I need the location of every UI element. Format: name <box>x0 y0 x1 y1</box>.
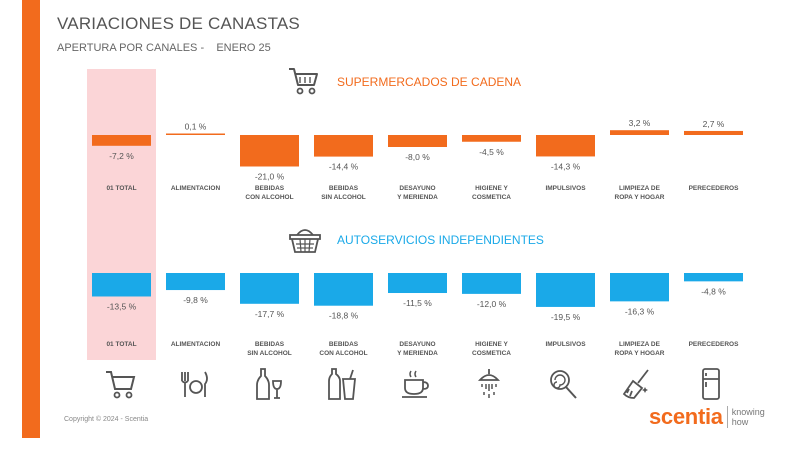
category-label-bebidas-sin-alcohol: SIN ALCOHOL <box>247 350 292 357</box>
category-label-bebidas-sin-alcohol: SIN ALCOHOL <box>321 194 366 201</box>
category-label-higiene-y-cosmetica: COSMETICA <box>472 350 511 357</box>
bar-autoservicios-higiene-y-cosmetica <box>462 273 521 294</box>
category-label-higiene-y-cosmetica: HIGIENE Y <box>475 341 508 348</box>
bar-supermercados-bebidas-sin-alcohol <box>314 135 373 157</box>
bar-autoservicios-01-total <box>92 273 151 297</box>
category-label-limpieza-de-ropa-y-hogar: LIMPIEZA DE <box>619 341 661 348</box>
copyright-text: Copyright © 2024 - Scentia <box>64 416 149 423</box>
bar-autoservicios-alimentacion <box>166 273 225 291</box>
left-accent-bar <box>22 0 40 438</box>
category-label-higiene-y-cosmetica: COSMETICA <box>472 194 511 201</box>
data-label-higiene-y-cosmetica: -4,5 % <box>479 147 504 157</box>
bar-supermercados-perecederos <box>684 130 743 135</box>
category-label-perecederos: PERECEDEROS <box>689 185 740 192</box>
supermercados-section-title: SUPERMERCADOS DE CADENA <box>337 75 522 89</box>
data-label-bebidas-con-alcohol: -18,8 % <box>329 311 359 321</box>
shopping-cart-icon <box>289 68 318 95</box>
bottle-glass-icon <box>256 368 282 400</box>
bar-supermercados-bebidas-con-alcohol <box>240 135 299 167</box>
fridge-icon <box>702 368 720 400</box>
data-label-perecederos: 2,7 % <box>703 119 725 129</box>
data-label-01-total: -13,5 % <box>107 301 137 311</box>
cart-icon <box>106 371 136 399</box>
data-label-limpieza-de-ropa-y-hogar: -16,3 % <box>625 306 655 316</box>
category-label-limpieza-de-ropa-y-hogar: ROPA Y HOGAR <box>615 194 665 201</box>
bar-supermercados-desayuno-y-merienda <box>388 135 447 147</box>
basket-icon <box>289 229 321 253</box>
data-label-limpieza-de-ropa-y-hogar: 3,2 % <box>629 118 651 128</box>
category-label-limpieza-de-ropa-y-hogar: ROPA Y HOGAR <box>615 350 665 357</box>
category-label-impulsivos: IMPULSIVOS <box>545 341 586 348</box>
data-label-desayuno-y-merienda: -11,5 % <box>403 298 432 308</box>
data-label-impulsivos: -14,3 % <box>551 161 581 171</box>
category-label-bebidas-sin-alcohol: BEBIDAS <box>329 185 359 192</box>
bar-supermercados-alimentacion <box>166 133 225 135</box>
bar-supermercados-01-total <box>92 135 151 146</box>
category-label-higiene-y-cosmetica: HIGIENE Y <box>475 185 508 192</box>
category-label-alimentacion: ALIMENTACION <box>171 341 221 348</box>
logo-tagline: knowing how <box>731 407 765 427</box>
broom-icon <box>622 369 649 399</box>
page-subtitle: APERTURA POR CANALES - ENERO 25 <box>57 42 271 54</box>
category-label-bebidas-sin-alcohol: BEBIDAS <box>255 341 285 348</box>
bar-supermercados-limpieza-de-ropa-y-hogar <box>610 130 669 135</box>
category-label-impulsivos: IMPULSIVOS <box>545 185 586 192</box>
bar-supermercados-impulsivos <box>536 135 595 157</box>
page-title: VARIACIONES DE CANASTAS <box>57 14 300 33</box>
total-column-highlight <box>87 69 156 360</box>
logo-wordmark: scentia <box>649 404 723 429</box>
data-label-alimentacion: -9,8 % <box>183 295 208 305</box>
category-label-desayuno-y-merienda: Y MERIENDA <box>397 350 438 357</box>
bar-autoservicios-impulsivos <box>536 273 595 307</box>
data-label-bebidas-sin-alcohol: -14,4 % <box>329 162 359 172</box>
bar-autoservicios-desayuno-y-merienda <box>388 273 447 294</box>
data-label-bebidas-sin-alcohol: -17,7 % <box>255 309 285 319</box>
data-label-perecederos: -4,8 % <box>701 286 726 296</box>
category-label-desayuno-y-merienda: DESAYUNO <box>399 185 435 192</box>
cutlery-icon <box>181 371 208 397</box>
coffee-cup-icon <box>402 370 429 398</box>
bar-autoservicios-perecederos <box>684 273 743 282</box>
bar-charts: -7,2 % 01 TOTAL 0,1 % ALIMENTACION -21,0 % BE… <box>92 118 743 357</box>
autoservicios-section-title: AUTOSERVICIOS INDEPENDIENTES <box>337 233 544 247</box>
category-label-bebidas-con-alcohol: BEBIDAS <box>329 341 359 348</box>
data-label-higiene-y-cosmetica: -12,0 % <box>477 299 507 309</box>
category-label-bebidas-con-alcohol: BEBIDAS <box>255 185 285 192</box>
category-label-01-total: 01 TOTAL <box>106 341 136 348</box>
bar-autoservicios-limpieza-de-ropa-y-hogar <box>610 273 669 302</box>
bar-supermercados-higiene-y-cosmetica <box>462 135 521 142</box>
lollipop-icon <box>550 370 577 399</box>
data-label-01-total: -7,2 % <box>109 151 134 161</box>
data-label-alimentacion: 0,1 % <box>185 122 207 132</box>
category-label-01-total: 01 TOTAL <box>106 185 136 192</box>
category-icon-row <box>0 367 807 403</box>
category-label-perecederos: PERECEDEROS <box>689 341 740 348</box>
data-label-impulsivos: -19,5 % <box>551 312 581 322</box>
shower-icon <box>477 369 501 398</box>
logo-divider <box>726 406 728 428</box>
category-label-desayuno-y-merienda: DESAYUNO <box>399 341 435 348</box>
category-label-bebidas-con-alcohol: CON ALCOHOL <box>245 194 293 201</box>
data-label-bebidas-con-alcohol: -21,0 % <box>255 172 285 182</box>
data-label-desayuno-y-merienda: -8,0 % <box>405 152 430 162</box>
category-label-bebidas-con-alcohol: CON ALCOHOL <box>319 350 367 357</box>
soda-cup-icon <box>328 368 356 400</box>
bar-autoservicios-bebidas-con-alcohol <box>314 273 373 306</box>
category-label-alimentacion: ALIMENTACION <box>171 185 221 192</box>
category-label-limpieza-de-ropa-y-hogar: LIMPIEZA DE <box>619 185 661 192</box>
bar-autoservicios-bebidas-sin-alcohol <box>240 273 299 304</box>
category-label-desayuno-y-merienda: Y MERIENDA <box>397 194 438 201</box>
scentia-logo: scentia knowing how <box>649 404 772 430</box>
